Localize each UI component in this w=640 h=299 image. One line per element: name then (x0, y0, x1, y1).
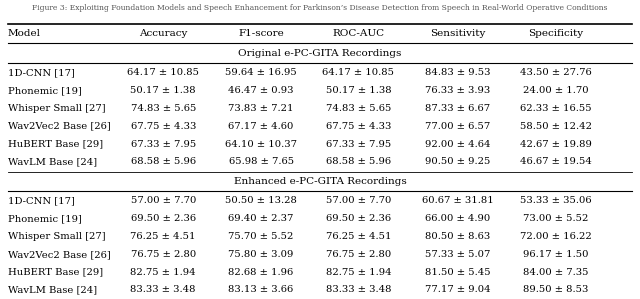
Text: 57.00 ± 7.70: 57.00 ± 7.70 (326, 196, 391, 205)
Text: 80.50 ± 8.63: 80.50 ± 8.63 (425, 232, 490, 241)
Text: 69.50 ± 2.36: 69.50 ± 2.36 (326, 214, 391, 223)
Text: 73.83 ± 7.21: 73.83 ± 7.21 (228, 104, 294, 113)
Text: ROC-AUC: ROC-AUC (332, 29, 385, 38)
Text: 57.33 ± 5.07: 57.33 ± 5.07 (425, 250, 490, 259)
Text: 64.17 ± 10.85: 64.17 ± 10.85 (127, 68, 199, 77)
Text: 96.17 ± 1.50: 96.17 ± 1.50 (523, 250, 588, 259)
Text: 72.00 ± 16.22: 72.00 ± 16.22 (520, 232, 591, 241)
Text: 59.64 ± 16.95: 59.64 ± 16.95 (225, 68, 297, 77)
Text: 76.33 ± 3.93: 76.33 ± 3.93 (425, 86, 490, 95)
Text: 43.50 ± 27.76: 43.50 ± 27.76 (520, 68, 591, 77)
Text: 46.67 ± 19.54: 46.67 ± 19.54 (520, 157, 591, 166)
Text: Sensitivity: Sensitivity (430, 29, 485, 38)
Text: 68.58 ± 5.96: 68.58 ± 5.96 (326, 157, 391, 166)
Text: 82.75 ± 1.94: 82.75 ± 1.94 (326, 268, 391, 277)
Text: Original e-PC-GITA Recordings: Original e-PC-GITA Recordings (238, 49, 402, 58)
Text: 58.50 ± 12.42: 58.50 ± 12.42 (520, 122, 591, 131)
Text: 82.68 ± 1.96: 82.68 ± 1.96 (228, 268, 294, 277)
Text: WavLM Base [24]: WavLM Base [24] (8, 157, 97, 166)
Text: 50.50 ± 13.28: 50.50 ± 13.28 (225, 196, 297, 205)
Text: 89.50 ± 8.53: 89.50 ± 8.53 (523, 285, 588, 295)
Text: HuBERT Base [29]: HuBERT Base [29] (8, 140, 103, 149)
Text: 60.67 ± 31.81: 60.67 ± 31.81 (422, 196, 493, 205)
Text: Model: Model (8, 29, 41, 38)
Text: 84.83 ± 9.53: 84.83 ± 9.53 (425, 68, 490, 77)
Text: 65.98 ± 7.65: 65.98 ± 7.65 (228, 157, 294, 166)
Text: 67.33 ± 7.95: 67.33 ± 7.95 (326, 140, 391, 149)
Text: 46.47 ± 0.93: 46.47 ± 0.93 (228, 86, 294, 95)
Text: Whisper Small [27]: Whisper Small [27] (8, 232, 106, 241)
Text: 1D-CNN [17]: 1D-CNN [17] (8, 68, 74, 77)
Text: Figure 3: Exploiting Foundation Models and Speech Enhancement for Parkinson’s Di: Figure 3: Exploiting Foundation Models a… (32, 4, 608, 13)
Text: 67.75 ± 4.33: 67.75 ± 4.33 (326, 122, 391, 131)
Text: 53.33 ± 35.06: 53.33 ± 35.06 (520, 196, 591, 205)
Text: 50.17 ± 1.38: 50.17 ± 1.38 (131, 86, 196, 95)
Text: 66.00 ± 4.90: 66.00 ± 4.90 (425, 214, 490, 223)
Text: HuBERT Base [29]: HuBERT Base [29] (8, 268, 103, 277)
Text: Phonemic [19]: Phonemic [19] (8, 214, 81, 223)
Text: 74.83 ± 5.65: 74.83 ± 5.65 (131, 104, 196, 113)
Text: Phonemic [19]: Phonemic [19] (8, 86, 81, 95)
Text: Enhanced e-PC-GITA Recordings: Enhanced e-PC-GITA Recordings (234, 177, 406, 186)
Text: 75.70 ± 5.52: 75.70 ± 5.52 (228, 232, 294, 241)
Text: 68.58 ± 5.96: 68.58 ± 5.96 (131, 157, 196, 166)
Text: 84.00 ± 7.35: 84.00 ± 7.35 (523, 268, 588, 277)
Text: F1-score: F1-score (238, 29, 284, 38)
Text: 76.75 ± 2.80: 76.75 ± 2.80 (131, 250, 196, 259)
Text: 24.00 ± 1.70: 24.00 ± 1.70 (523, 86, 588, 95)
Text: 77.17 ± 9.04: 77.17 ± 9.04 (425, 285, 490, 295)
Text: 83.33 ± 3.48: 83.33 ± 3.48 (326, 285, 391, 295)
Text: 67.75 ± 4.33: 67.75 ± 4.33 (131, 122, 196, 131)
Text: 74.83 ± 5.65: 74.83 ± 5.65 (326, 104, 391, 113)
Text: 76.25 ± 4.51: 76.25 ± 4.51 (131, 232, 196, 241)
Text: 83.13 ± 3.66: 83.13 ± 3.66 (228, 285, 294, 295)
Text: 92.00 ± 4.64: 92.00 ± 4.64 (425, 140, 490, 149)
Text: 1D-CNN [17]: 1D-CNN [17] (8, 196, 74, 205)
Text: WavLM Base [24]: WavLM Base [24] (8, 285, 97, 295)
Text: 57.00 ± 7.70: 57.00 ± 7.70 (131, 196, 196, 205)
Text: 76.75 ± 2.80: 76.75 ± 2.80 (326, 250, 391, 259)
Text: 67.17 ± 4.60: 67.17 ± 4.60 (228, 122, 294, 131)
Text: Specificity: Specificity (528, 29, 583, 38)
Text: 69.50 ± 2.36: 69.50 ± 2.36 (131, 214, 196, 223)
Text: 69.40 ± 2.37: 69.40 ± 2.37 (228, 214, 294, 223)
Text: 42.67 ± 19.89: 42.67 ± 19.89 (520, 140, 591, 149)
Text: 67.33 ± 7.95: 67.33 ± 7.95 (131, 140, 196, 149)
Text: Wav2Vec2 Base [26]: Wav2Vec2 Base [26] (8, 250, 111, 259)
Text: Accuracy: Accuracy (139, 29, 188, 38)
Text: 75.80 ± 3.09: 75.80 ± 3.09 (228, 250, 294, 259)
Text: 87.33 ± 6.67: 87.33 ± 6.67 (425, 104, 490, 113)
Text: 50.17 ± 1.38: 50.17 ± 1.38 (326, 86, 391, 95)
Text: 81.50 ± 5.45: 81.50 ± 5.45 (425, 268, 490, 277)
Text: 64.10 ± 10.37: 64.10 ± 10.37 (225, 140, 297, 149)
Text: 62.33 ± 16.55: 62.33 ± 16.55 (520, 104, 591, 113)
Text: 76.25 ± 4.51: 76.25 ± 4.51 (326, 232, 391, 241)
Text: 77.00 ± 6.57: 77.00 ± 6.57 (425, 122, 490, 131)
Text: Wav2Vec2 Base [26]: Wav2Vec2 Base [26] (8, 122, 111, 131)
Text: Whisper Small [27]: Whisper Small [27] (8, 104, 106, 113)
Text: 73.00 ± 5.52: 73.00 ± 5.52 (523, 214, 588, 223)
Text: 82.75 ± 1.94: 82.75 ± 1.94 (131, 268, 196, 277)
Text: 90.50 ± 9.25: 90.50 ± 9.25 (425, 157, 490, 166)
Text: 64.17 ± 10.85: 64.17 ± 10.85 (323, 68, 394, 77)
Text: 83.33 ± 3.48: 83.33 ± 3.48 (131, 285, 196, 295)
